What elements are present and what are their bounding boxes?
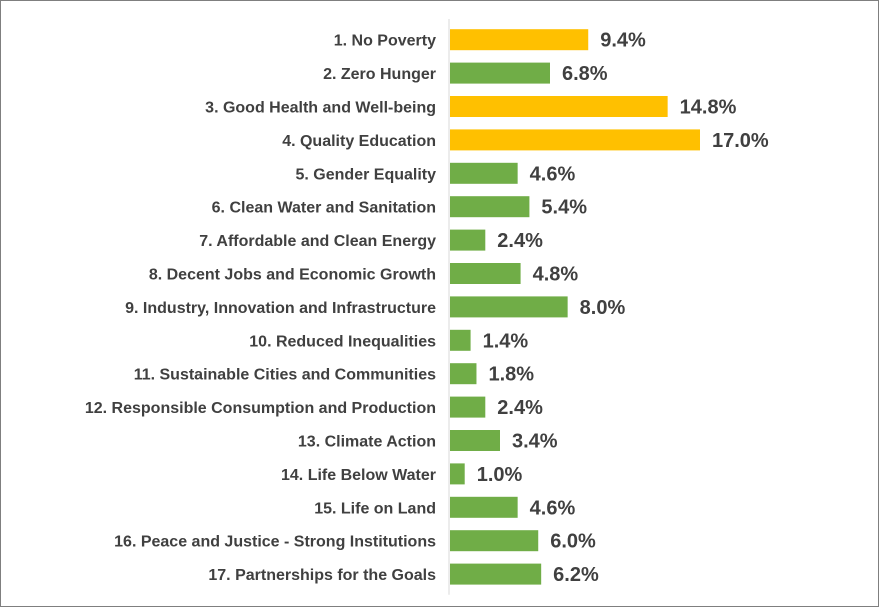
bar-sdg-5 <box>450 162 518 184</box>
category-label-sdg-5: 5. Gender Equality <box>296 166 437 183</box>
bar-sdg-15 <box>450 496 518 518</box>
category-label-sdg-10: 10. Reduced Inequalities <box>249 333 436 350</box>
value-label-sdg-5: 4.6% <box>530 163 576 185</box>
category-label-sdg-4: 4. Quality Education <box>282 133 436 150</box>
category-label-sdg-15: 15. Life on Land <box>314 500 436 517</box>
value-label-sdg-16: 6.0% <box>550 531 596 553</box>
bar-sdg-2 <box>450 62 550 84</box>
category-label-sdg-12: 12. Responsible Consumption and Producti… <box>85 400 436 417</box>
value-label-sdg-10: 1.4% <box>483 330 529 352</box>
category-label-sdg-17: 17. Partnerships for the Goals <box>208 567 436 584</box>
category-label-sdg-8: 8. Decent Jobs and Economic Growth <box>149 267 436 284</box>
category-labels: 1. No Poverty 2. Zero Hunger 3. Good Healt… <box>85 33 436 584</box>
bar-sdg-12 <box>450 396 486 418</box>
category-label-sdg-1: 1. No Poverty <box>334 33 436 50</box>
category-label-sdg-2: 2. Zero Hunger <box>323 66 436 83</box>
category-label-sdg-13: 13. Climate Action <box>298 434 436 451</box>
bars <box>450 29 700 585</box>
bar-sdg-10 <box>450 329 471 351</box>
category-label-sdg-11: 11. Sustainable Cities and Communities <box>134 367 436 384</box>
category-label-sdg-6: 6. Clean Water and Sanitation <box>212 200 436 217</box>
value-label-sdg-3: 14.8% <box>680 97 737 119</box>
category-label-sdg-9: 9. Industry, Innovation and Infrastructu… <box>125 300 436 317</box>
value-labels: 9.4% 6.8% 14.8% 17.0% 4.6% 5.4% 2.4% 4.8%8.0% 1.… <box>477 30 769 586</box>
value-label-sdg-8: 4.8% <box>533 264 579 286</box>
bar-sdg-13 <box>450 430 500 451</box>
value-label-sdg-2: 6.8% <box>562 63 608 85</box>
value-label-sdg-7: 2.4% <box>497 230 543 252</box>
bar-sdg-17 <box>450 563 542 585</box>
value-label-sdg-12: 2.4% <box>497 397 543 419</box>
value-label-sdg-6: 5.4% <box>541 197 587 219</box>
value-label-sdg-13: 3.4% <box>512 431 558 453</box>
bar-sdg-8 <box>450 263 521 284</box>
bar-sdg-7 <box>450 229 486 251</box>
bar-sdg-4 <box>450 129 700 151</box>
category-label-sdg-14: 14. Life Below Water <box>281 467 436 484</box>
value-label-sdg-4: 17.0% <box>712 130 769 152</box>
value-label-sdg-15: 4.6% <box>530 497 576 519</box>
category-label-sdg-3: 3. Good Health and Well-being <box>205 100 436 117</box>
value-label-sdg-11: 1.8% <box>488 364 534 386</box>
bar-sdg-3 <box>450 96 668 117</box>
bar-sdg-1 <box>450 29 589 51</box>
value-label-sdg-9: 8.0% <box>580 297 626 319</box>
bar-sdg-6 <box>450 196 530 218</box>
bar-sdg-16 <box>450 530 539 552</box>
value-label-sdg-1: 9.4% <box>600 30 646 52</box>
bar-sdg-9 <box>450 296 568 318</box>
value-label-sdg-14: 1.0% <box>477 464 523 486</box>
value-label-sdg-17: 6.2% <box>553 564 599 586</box>
category-label-sdg-7: 7. Affordable and Clean Energy <box>199 233 436 250</box>
bar-sdg-14 <box>450 463 465 485</box>
bar-sdg-11 <box>450 363 477 385</box>
category-label-sdg-16: 16. Peace and Justice - Strong Instituti… <box>114 534 436 551</box>
